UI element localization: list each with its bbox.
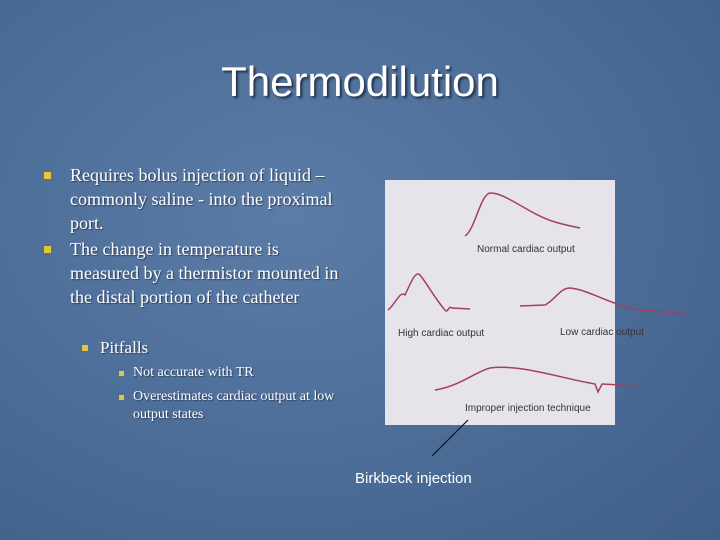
figure-label: High cardiac output — [398, 328, 484, 339]
sub-sub-bullet: Overestimates cardiac output at low outp… — [119, 388, 348, 424]
sub-sub-bullet: Not accurate with TR — [119, 364, 348, 382]
figure — [385, 180, 615, 425]
curves — [387, 192, 689, 394]
bullet: The change in temperature is measured by… — [44, 237, 350, 309]
slide-title: Thermodilution — [221, 58, 499, 105]
figure-label: Low cardiac output — [560, 327, 644, 338]
figure-label: Improper injection technique — [465, 403, 591, 414]
sub-bullet: Pitfalls — [82, 336, 350, 360]
figure-label: Normal cardiac output — [477, 244, 575, 255]
arrow — [431, 419, 469, 457]
bullet: Requires bolus injection of liquid – com… — [44, 163, 350, 235]
annotation: Birkbeck injection — [355, 470, 472, 487]
